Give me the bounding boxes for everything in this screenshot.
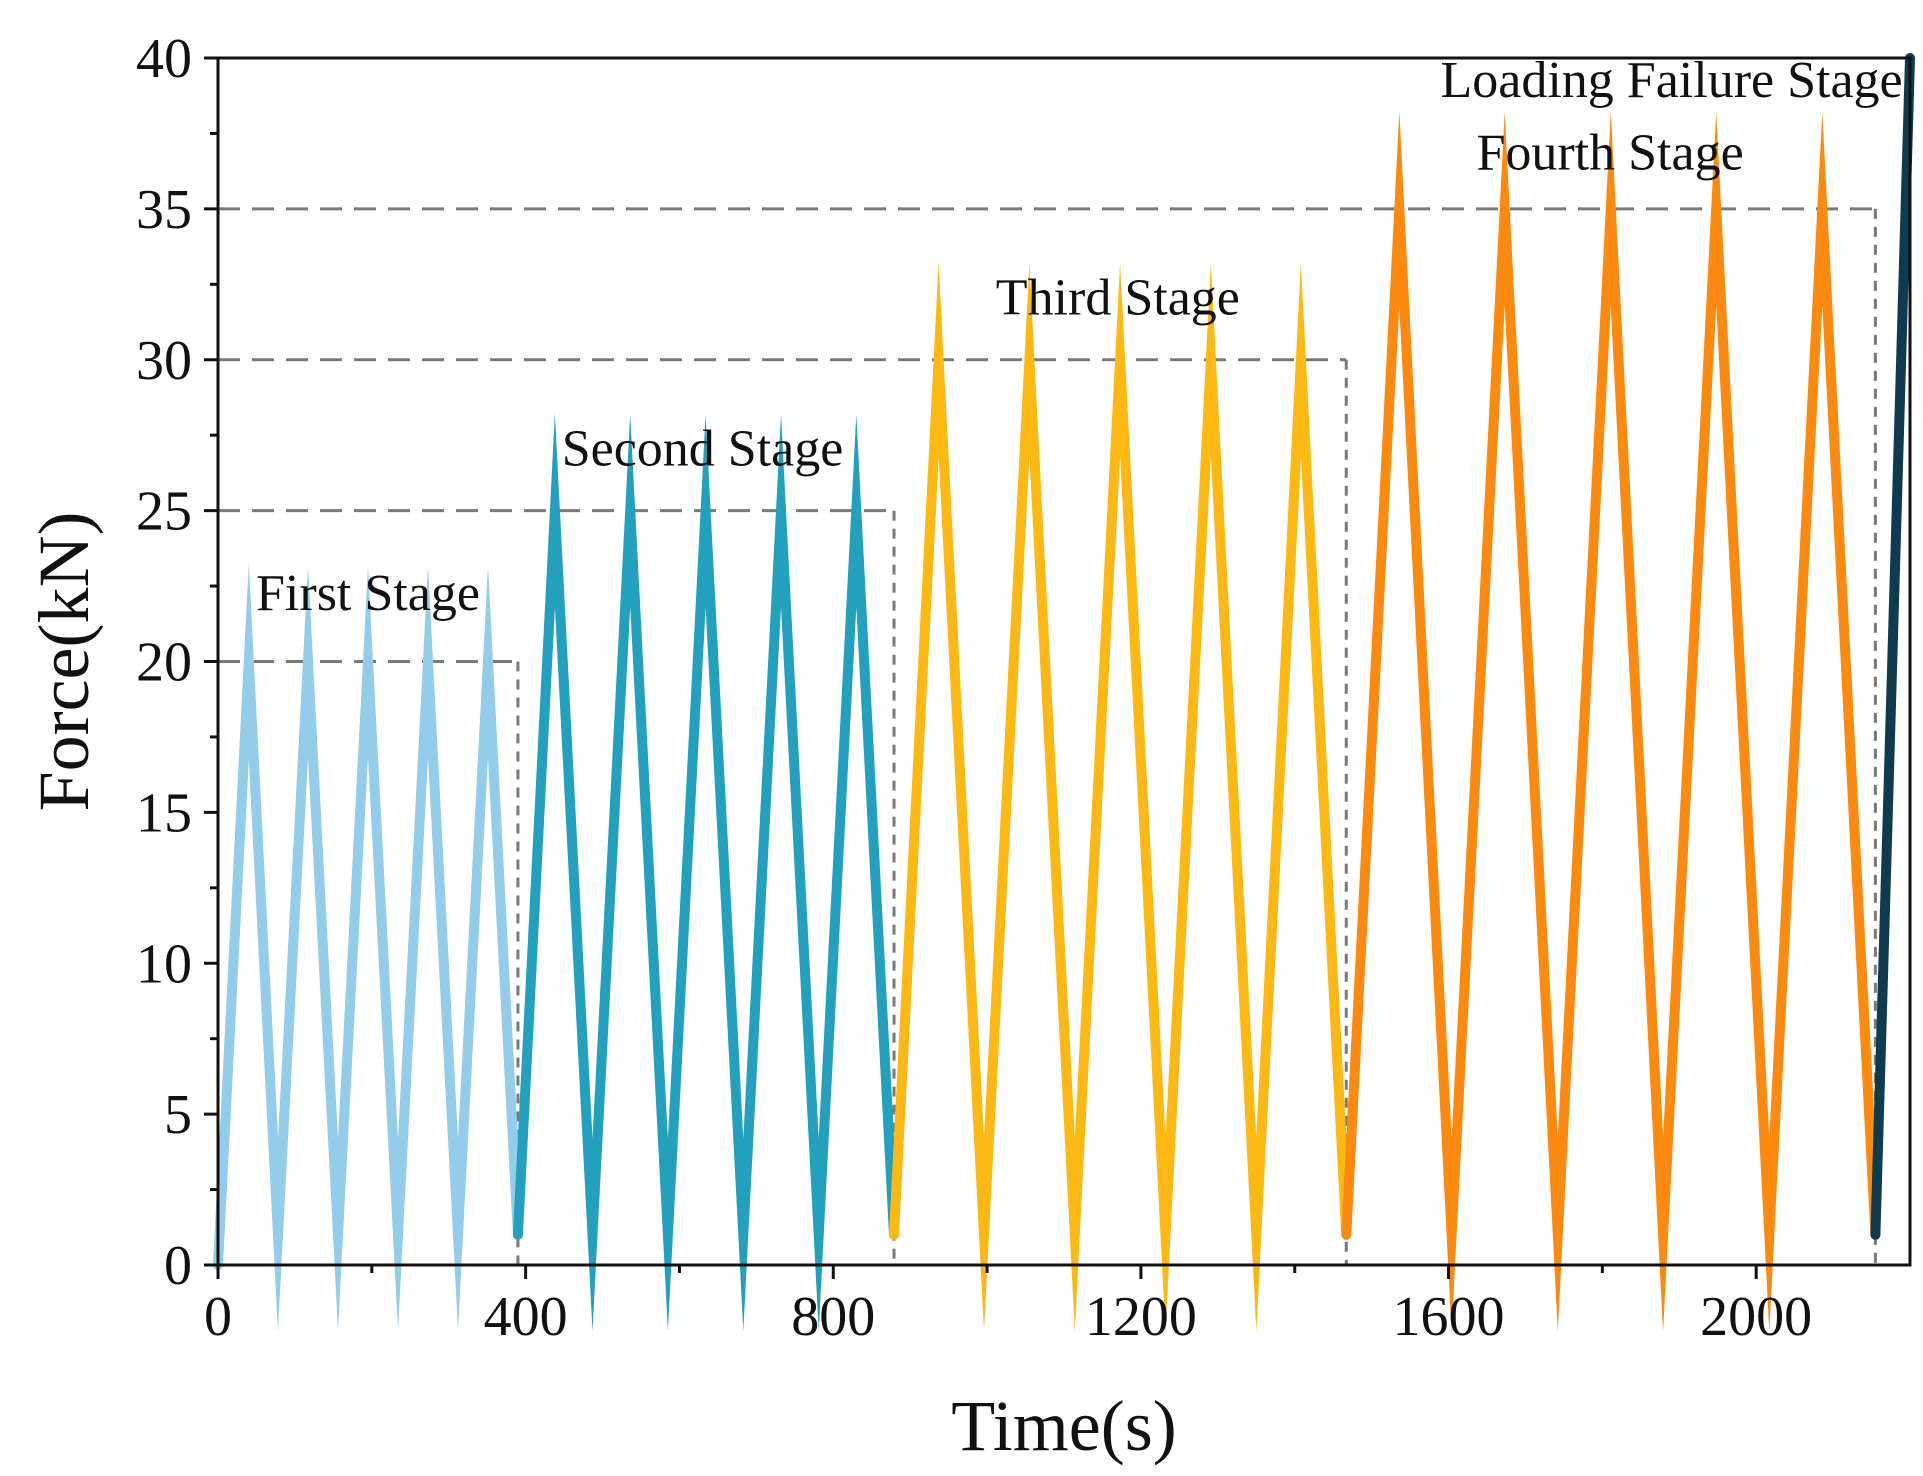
series-line-2 — [512, 413, 899, 1332]
reference-lines-layer — [218, 207, 1877, 1265]
y-tick-label: 0 — [164, 1235, 192, 1297]
x-tick-label: 1200 — [1085, 1286, 1197, 1348]
x-tick-label: 0 — [204, 1286, 232, 1348]
y-tick-label: 10 — [136, 933, 192, 995]
series-line-4 — [1341, 111, 1881, 1333]
stage-label: Fourth Stage — [1476, 125, 1743, 182]
y-tick-label: 5 — [164, 1084, 192, 1146]
stage-label: Second Stage — [562, 420, 844, 477]
stage-label: Loading Failure Stage — [1441, 52, 1903, 109]
y-axis-title: Force(kN) — [24, 512, 104, 812]
y-tick-label: 20 — [136, 632, 192, 694]
x-tick-label: 2000 — [1700, 1286, 1812, 1348]
x-tick-label: 400 — [484, 1286, 568, 1348]
series-line-1 — [213, 563, 523, 1332]
y-tick-label: 40 — [136, 28, 192, 90]
stage-label: Third Stage — [996, 269, 1240, 326]
series-line-3 — [889, 262, 1352, 1333]
y-tick-label: 15 — [136, 782, 192, 844]
x-tick-label: 800 — [791, 1286, 875, 1348]
stage-label: First Stage — [256, 565, 480, 622]
y-tick-label: 30 — [136, 330, 192, 392]
x-axis-title: Time(s) — [951, 1386, 1176, 1466]
series-line-5 — [1870, 53, 1915, 1240]
annotation-layer: First Stage Second Stage Third Stage Fourth… — [256, 52, 1903, 622]
x-tick-label: 1600 — [1393, 1286, 1505, 1348]
y-tick-label: 35 — [136, 179, 192, 241]
y-tick-label: 25 — [136, 481, 192, 543]
series-layer — [213, 53, 1915, 1333]
